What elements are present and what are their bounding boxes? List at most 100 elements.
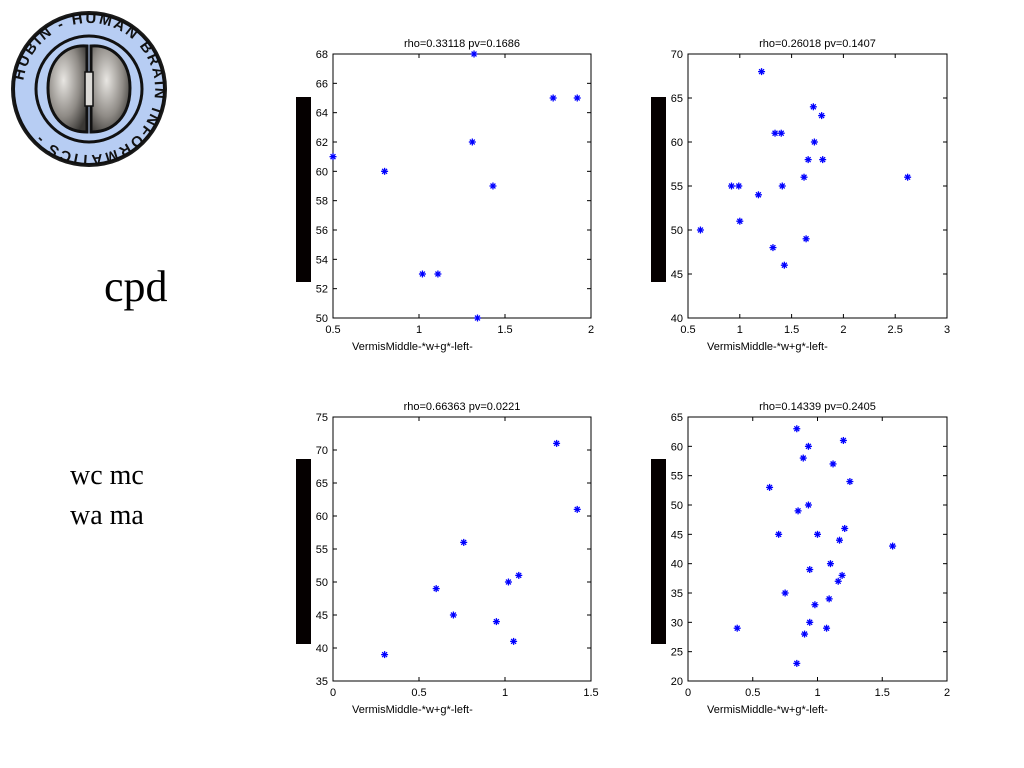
y-tick-label: 40 — [671, 313, 683, 325]
plot-title: rho=0.33118 pv=0.1686 — [404, 38, 520, 50]
data-point — [825, 595, 833, 603]
data-point — [799, 454, 807, 462]
data-point — [766, 483, 774, 491]
x-tick-label: 2 — [944, 687, 950, 699]
black-bar-bottom-right — [651, 459, 666, 644]
data-point — [823, 624, 831, 632]
y-tick-label: 75 — [316, 412, 328, 424]
x-axis-label: VermisMiddle-*w+g*-left- — [707, 341, 828, 353]
x-tick-label: 1 — [814, 687, 820, 699]
x-tick-label: 1 — [737, 324, 743, 336]
data-point — [793, 425, 801, 433]
plot-frame — [332, 416, 592, 682]
scatter-plot-4: 0 0.5 1 1.5 2 20 25 30 35 40 45 50 55 60 65 rho=0.14339… — [671, 401, 950, 716]
scatter-plot-1: 0.5 1 1.5 2 50 52 54 56 58 60 62 64 66 68 rho=0.33118 … — [316, 38, 594, 353]
data-point — [802, 235, 810, 243]
y-tick-label: 65 — [671, 412, 683, 424]
data-point — [769, 244, 777, 252]
x-tick-label: 1 — [502, 687, 508, 699]
y-tick-label: 54 — [316, 254, 328, 266]
x-tick-label: 0.5 — [745, 687, 760, 699]
data-point — [470, 50, 478, 58]
row-label-cpd: cpd — [104, 262, 168, 311]
data-point — [838, 571, 846, 579]
y-tick-label: 40 — [316, 643, 328, 655]
x-axis-label: VermisMiddle-*w+g*-left- — [352, 341, 473, 353]
y-tick-label: 25 — [671, 647, 683, 659]
data-point — [696, 226, 704, 234]
data-point — [811, 601, 819, 609]
black-bar-bottom-left — [296, 459, 311, 644]
data-point — [510, 637, 518, 645]
data-point — [418, 270, 426, 278]
data-point — [733, 624, 741, 632]
data-point — [381, 167, 389, 175]
data-point — [829, 460, 837, 468]
data-point — [573, 505, 581, 513]
x-axis-label: VermisMiddle-*w+g*-left- — [707, 704, 828, 716]
y-tick-label: 30 — [671, 617, 683, 629]
x-tick-label: 0 — [330, 687, 336, 699]
x-tick-label: 1.5 — [497, 324, 512, 336]
data-point — [573, 94, 581, 102]
data-point — [826, 560, 834, 568]
data-point — [804, 442, 812, 450]
y-tick-label: 70 — [316, 445, 328, 457]
scatter-plot-3: 0 0.5 1 1.5 35 40 45 50 55 60 65 70 75 rho=0.66363 pv… — [316, 401, 599, 716]
y-tick-label: 60 — [671, 441, 683, 453]
x-axis-label: VermisMiddle-*w+g*-left- — [352, 704, 473, 716]
y-tick-label: 40 — [671, 559, 683, 571]
data-point — [904, 173, 912, 181]
data-point — [381, 651, 389, 659]
y-tick-label: 35 — [316, 676, 328, 688]
data-point — [804, 156, 812, 164]
data-point — [771, 129, 779, 137]
brain-icon — [46, 44, 132, 134]
y-tick-label: 58 — [316, 196, 328, 208]
y-tick-label: 55 — [671, 181, 683, 193]
data-point — [728, 182, 736, 190]
y-tick-label: 50 — [316, 313, 328, 325]
data-point — [775, 530, 783, 538]
data-point — [801, 630, 809, 638]
x-tick-label: 1 — [416, 324, 422, 336]
y-tick-label: 68 — [316, 49, 328, 61]
plot-title: rho=0.14339 pv=0.2405 — [759, 401, 876, 413]
y-tick-label: 60 — [316, 166, 328, 178]
plot-frame — [332, 53, 592, 319]
y-tick-label: 50 — [671, 500, 683, 512]
data-point — [460, 538, 468, 546]
plot-title: rho=0.26018 pv=0.1407 — [759, 38, 876, 50]
plot-title: rho=0.66363 pv=0.0221 — [404, 401, 521, 413]
data-point — [758, 68, 766, 76]
y-tick-label: 45 — [316, 610, 328, 622]
data-point — [504, 578, 512, 586]
data-point — [754, 191, 762, 199]
black-bar-top-left — [296, 97, 311, 282]
x-tick-label: 0 — [685, 687, 691, 699]
plot-frame — [687, 53, 948, 319]
data-point — [553, 439, 561, 447]
y-tick-label: 65 — [316, 478, 328, 490]
data-point — [800, 173, 808, 181]
data-point — [814, 530, 821, 538]
data-point — [836, 536, 844, 544]
data-point — [549, 94, 557, 102]
black-bar-top-right — [651, 97, 666, 282]
y-tick-label: 70 — [671, 49, 683, 61]
data-point — [780, 261, 788, 269]
row-label-wc-line2: wa ma — [70, 500, 144, 531]
data-point — [515, 571, 523, 579]
y-tick-label: 52 — [316, 284, 328, 296]
data-point — [809, 103, 817, 111]
data-point — [777, 129, 785, 137]
data-point — [818, 112, 826, 120]
x-tick-label: 1.5 — [875, 687, 890, 699]
y-tick-label: 64 — [316, 108, 328, 120]
hubin-logo: HUBIN - HUMAN BRAIN INFORMATICS - — [11, 10, 167, 168]
scatter-plot-2: 0.5 1 1.5 2 2.5 3 40 45 50 55 60 65 70 rho=0.26018 pv… — [671, 38, 950, 353]
data-point — [819, 156, 827, 164]
y-tick-label: 60 — [316, 511, 328, 523]
data-point — [329, 153, 337, 161]
y-tick-label: 62 — [316, 137, 328, 149]
